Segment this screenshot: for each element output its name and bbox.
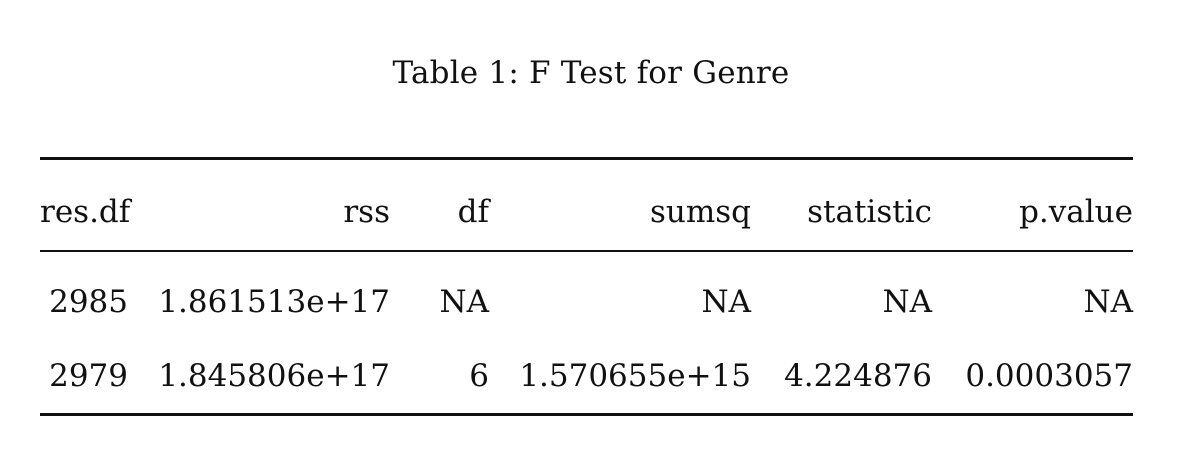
table-cell-rss: 1.861513e+17	[158, 284, 390, 320]
column-header-statistic: statistic	[807, 194, 932, 230]
table-caption: Table 1: F Test for Genre	[392, 55, 790, 91]
column-header-sumsq: sumsq	[649, 194, 751, 230]
table-cell-df: NA	[439, 284, 489, 320]
table-cell-p-value: 0.0003057	[965, 358, 1133, 394]
table-cell-df: 6	[469, 358, 489, 394]
table-cell-rss: 1.845806e+17	[158, 358, 390, 394]
column-header-p-value: p.value	[1019, 194, 1133, 230]
table-cell-sumsq: NA	[701, 284, 751, 320]
table-top-rule	[40, 157, 1133, 160]
table-header-rule	[40, 250, 1133, 252]
table-cell-statistic: 4.224876	[784, 358, 932, 394]
column-header-df: df	[457, 194, 489, 230]
table-cell-statistic: NA	[882, 284, 932, 320]
table-cell-res-df: 2979	[49, 358, 128, 394]
table-cell-sumsq: 1.570655e+15	[519, 358, 751, 394]
table-cell-p-value: NA	[1083, 284, 1133, 320]
column-header-rss: rss	[343, 194, 390, 230]
table-cell-res-df: 2985	[49, 284, 128, 320]
table-bottom-rule	[40, 413, 1133, 416]
column-header-res-df: res.df	[40, 194, 131, 230]
